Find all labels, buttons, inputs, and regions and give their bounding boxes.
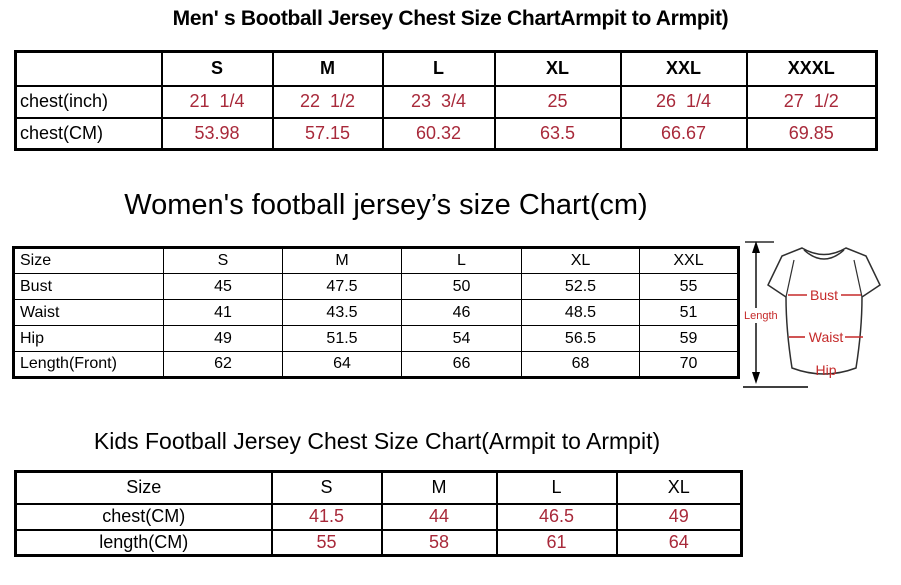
size-col-header: XXXL — [745, 50, 878, 87]
value-cell: 59 — [639, 325, 739, 352]
table-row: chest(CM) 41.5 44 46.5 49 — [14, 502, 743, 531]
value-cell: 41 — [163, 299, 283, 326]
value-cell: 53.98 — [160, 116, 274, 151]
value-cell: 46 — [401, 299, 522, 326]
size-col-header: XL — [615, 470, 743, 505]
size-col-header: S — [270, 470, 383, 505]
collar-arc — [803, 249, 845, 260]
size-col-header: M — [271, 50, 384, 87]
mens-size-table: S M L XL XXL XXXL chest(inch) 21 1/4 22 … — [14, 50, 878, 151]
value-cell: 62 — [163, 351, 283, 378]
size-col-header — [14, 50, 163, 87]
value-cell: 68 — [521, 351, 640, 378]
value-cell: 64 — [282, 351, 402, 378]
left-sleeve-seam — [785, 259, 795, 298]
size-col-header: L — [381, 50, 496, 87]
table-row: chest(inch) 21 1/4 22 1/2 23 3/4 25 26 1… — [14, 84, 878, 119]
arrow-head-down-icon — [752, 372, 760, 384]
tshirt-outline — [767, 247, 881, 375]
value-cell: 21 1/4 — [160, 84, 274, 119]
value-cell: 22 1/2 — [271, 84, 384, 119]
value-cell: 61 — [495, 528, 618, 557]
value-cell: 64 — [615, 528, 743, 557]
tshirt-icon: Bust Waist Hip Length — [742, 241, 881, 388]
size-col-header: Size — [14, 470, 273, 505]
value-cell: 55 — [639, 273, 739, 300]
waist-label: Waist — [809, 329, 844, 345]
size-col-header: XL — [493, 50, 622, 87]
value-cell: 54 — [401, 325, 522, 352]
value-cell: 45 — [163, 273, 283, 300]
womens-chart-title: Women's football jersey’s size Chart(cm) — [124, 189, 648, 221]
row-label-cell: Hip — [13, 325, 164, 352]
size-col-header: M — [380, 470, 498, 505]
value-cell: 58 — [380, 528, 498, 557]
value-cell: 60.32 — [381, 116, 496, 151]
table-header-row: Size S M L XL — [14, 470, 743, 505]
row-label-cell: chest(CM) — [14, 502, 273, 531]
size-col-header: Size — [13, 247, 164, 274]
kids-chart-title: Kids Football Jersey Chest Size Chart(Ar… — [93, 428, 661, 454]
value-cell: 47.5 — [282, 273, 402, 300]
length-label: Length — [744, 310, 778, 322]
value-cell: 44 — [380, 502, 498, 531]
row-label-cell: Bust — [13, 273, 164, 300]
value-cell: 27 1/2 — [745, 84, 878, 119]
length-label-bg — [742, 308, 782, 323]
value-cell: 66 — [401, 351, 522, 378]
value-cell: 41.5 — [270, 502, 383, 531]
size-col-header: S — [163, 247, 283, 274]
row-label-cell: chest(inch) — [14, 84, 163, 119]
arrow-head-up-icon — [752, 241, 760, 253]
value-cell: 52.5 — [521, 273, 640, 300]
row-label-cell: Waist — [13, 299, 164, 326]
size-col-header: XXL — [639, 247, 739, 274]
mens-chart-title: Men' s Bootball Jersey Chest Size ChartA… — [172, 7, 729, 30]
table-row: chest(CM) 53.98 57.15 60.32 63.5 66.67 6… — [14, 116, 878, 151]
table-header-row: S M L XL XXL XXXL — [14, 50, 878, 87]
value-cell: 57.15 — [271, 116, 384, 151]
value-cell: 46.5 — [495, 502, 618, 531]
row-label-cell: chest(CM) — [14, 116, 163, 151]
value-cell: 70 — [639, 351, 739, 378]
table-row: Length(Front) 62 64 66 68 70 — [13, 351, 739, 378]
value-cell: 25 — [493, 84, 622, 119]
value-cell: 50 — [401, 273, 522, 300]
value-cell: 43.5 — [282, 299, 402, 326]
kids-size-table: Size S M L XL chest(CM) 41.5 44 46.5 49 … — [14, 470, 743, 557]
table-row: Waist 41 43.5 46 48.5 51 — [13, 299, 739, 326]
value-cell: 23 3/4 — [381, 84, 496, 119]
value-cell: 26 1/4 — [619, 84, 748, 119]
value-cell: 63.5 — [493, 116, 622, 151]
value-cell: 66.67 — [619, 116, 748, 151]
row-label-cell: Length(Front) — [13, 351, 164, 378]
value-cell: 56.5 — [521, 325, 640, 352]
value-cell: 48.5 — [521, 299, 640, 326]
table-row: length(CM) 55 58 61 64 — [14, 528, 743, 557]
value-cell: 55 — [270, 528, 383, 557]
bust-label: Bust — [810, 287, 838, 303]
table-header-row: Size S M L XL XXL — [13, 247, 739, 274]
size-col-header: XXL — [619, 50, 748, 87]
womens-size-table: Size S M L XL XXL Bust 45 47.5 50 52.5 5… — [12, 246, 740, 379]
value-cell: 51.5 — [282, 325, 402, 352]
value-cell: 49 — [163, 325, 283, 352]
size-col-header: XL — [521, 247, 640, 274]
value-cell: 69.85 — [745, 116, 878, 151]
right-sleeve-seam — [853, 259, 863, 298]
size-col-header: L — [495, 470, 618, 505]
size-col-header: S — [160, 50, 274, 87]
size-col-header: M — [282, 247, 402, 274]
hip-label: Hip — [815, 362, 836, 378]
table-row: Bust 45 47.5 50 52.5 55 — [13, 273, 739, 300]
table-row: Hip 49 51.5 54 56.5 59 — [13, 325, 739, 352]
row-label-cell: length(CM) — [14, 528, 273, 557]
tshirt-measurement-diagram: Bust Waist Hip Length — [742, 238, 901, 392]
value-cell: 51 — [639, 299, 739, 326]
value-cell: 49 — [615, 502, 743, 531]
size-col-header: L — [401, 247, 522, 274]
